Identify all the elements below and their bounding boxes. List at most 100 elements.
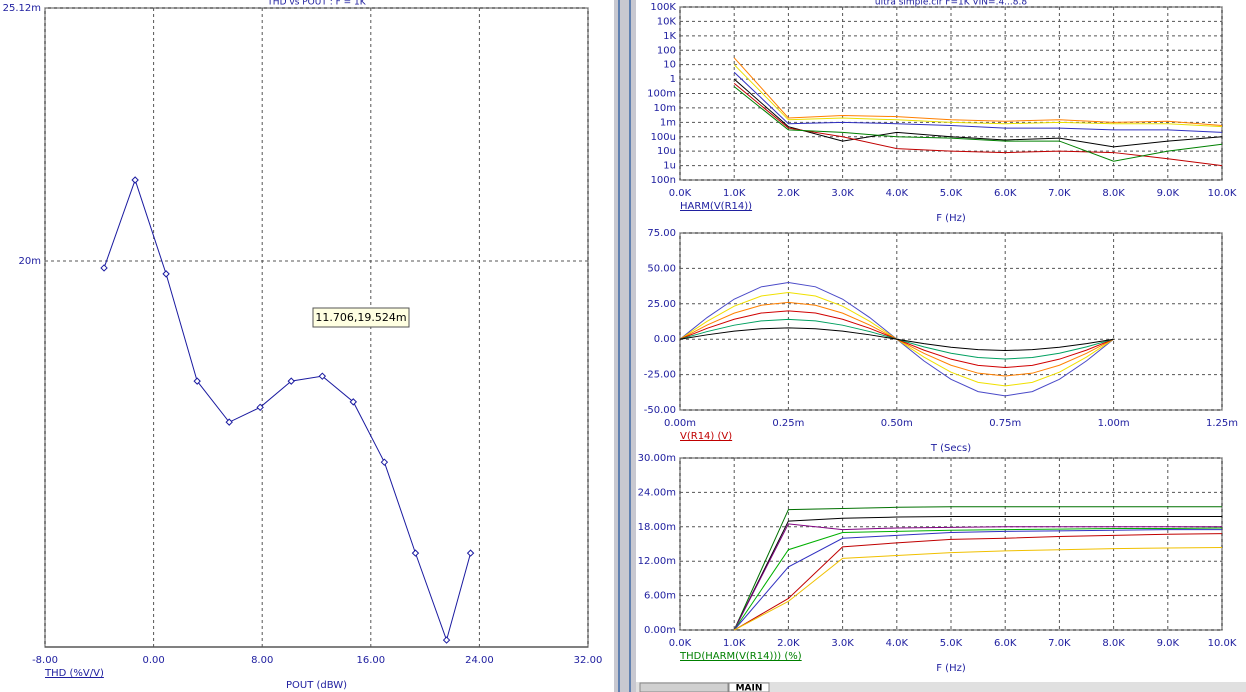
data-point — [193, 377, 201, 385]
x-tick-label: -8.00 — [32, 655, 58, 666]
y-tick-label: 12.00m — [638, 556, 676, 567]
y-tick-label: 10u — [657, 146, 676, 157]
y-tick-label: 100n — [651, 175, 676, 186]
y-tick-label: 30.00m — [638, 453, 676, 464]
y-tick-label: 24.00m — [638, 487, 676, 498]
x-tick-label: 6.0K — [994, 188, 1017, 199]
chart-title: ultra simple.cir F=1K VIN=.4...8.8 — [875, 0, 1027, 8]
y-tick-label: 25.00 — [647, 299, 676, 310]
series-line — [733, 546, 1223, 631]
y-tick-label: -25.00 — [644, 370, 676, 381]
x-tick-label: 10.0K — [1208, 638, 1237, 649]
series-line — [733, 78, 1223, 148]
tooltip — [312, 307, 410, 328]
data-point — [411, 549, 420, 557]
data-point — [466, 549, 475, 557]
y-tick-label: 20m — [19, 256, 41, 267]
y-tick-label: 1u — [663, 161, 676, 172]
y-tick-label: 1 — [670, 74, 676, 85]
series-line — [733, 86, 1223, 162]
tooltip-text: 11.706,19.524m — [315, 311, 406, 324]
y-tick-label: 10 — [663, 60, 676, 71]
y-expression-label: HARM(V(R14)) — [680, 201, 752, 212]
tab-label: MAIN — [736, 684, 763, 692]
x-tick-label: 7.0K — [1048, 188, 1071, 199]
x-tick-label: 0.00m — [664, 418, 696, 429]
chart: -50.00 -25.00 0.00 25.00 50.00 75.00 0.00m 0.25… — [644, 228, 1238, 454]
x-tick-label: 16.00 — [356, 655, 385, 666]
tab-bar — [636, 682, 1246, 692]
data-point — [162, 270, 170, 278]
series-line — [733, 83, 1223, 167]
data-point — [287, 377, 295, 385]
x-tick-label: 3.0K — [831, 638, 854, 649]
x-tick-label: 32.00 — [574, 655, 603, 666]
x-tick-label: 1.25m — [1206, 418, 1238, 429]
data-point — [256, 403, 264, 412]
data-point — [380, 458, 389, 466]
y-tick-label: 100K — [650, 2, 676, 13]
x-tick-label: 3.0K — [831, 188, 854, 199]
y-tick-label: 100 — [657, 45, 676, 56]
chart: ultra simple.cir F=1K VIN=.4...8.8 100n 1u… — [647, 0, 1237, 224]
x-axis-label: F (Hz) — [936, 663, 966, 674]
x-tick-label: 9.0K — [1157, 188, 1180, 199]
x-tick-label: 8.00 — [251, 655, 273, 666]
chart: THD vs POUT : F = 1K 20m 25.12m -8.00 0.00 8.… — [3, 0, 603, 691]
data-point — [100, 264, 108, 272]
series-line — [733, 71, 1223, 133]
series-line — [733, 57, 1223, 127]
x-tick-label: 7.0K — [1048, 638, 1071, 649]
series-line — [733, 529, 1222, 631]
x-axis-label: T (Secs) — [930, 443, 971, 454]
y-expression-label: THD(HARM(V(R14))) (%) — [679, 651, 802, 662]
x-tick-label: 2.0K — [777, 188, 800, 199]
y-tick-label: 0.00 — [654, 334, 676, 345]
series-line — [733, 523, 1222, 631]
x-tick-label: 6.0K — [994, 638, 1017, 649]
x-tick-label: 24.00 — [465, 655, 494, 666]
tab[interactable] — [728, 682, 770, 692]
x-tick-label: 1.0K — [723, 188, 746, 199]
series-line — [733, 527, 1223, 631]
y-tick-label: 18.00m — [638, 522, 676, 533]
x-tick-label: 0.75m — [989, 418, 1021, 429]
y-tick-label: 50.00 — [647, 263, 676, 274]
chart-title: THD vs POUT : F = 1K — [266, 0, 366, 8]
x-tick-label: 4.0K — [886, 638, 909, 649]
x-tick-label: 0.0K — [669, 638, 692, 649]
x-tick-label: 8.0K — [1102, 638, 1125, 649]
x-axis-label: POUT (dBW) — [286, 680, 347, 691]
x-tick-label: 0.50m — [881, 418, 913, 429]
series-line — [733, 506, 1222, 631]
data-point — [131, 176, 139, 184]
series-line — [733, 64, 1223, 128]
y-tick-label: 10K — [657, 16, 677, 27]
x-tick-label: 0.0K — [669, 188, 692, 199]
x-tick-label: 1.00m — [1098, 418, 1130, 429]
x-tick-label: 0.00 — [142, 655, 164, 666]
data-point — [318, 372, 327, 380]
y-tick-label: 0.00m — [644, 625, 676, 636]
splitter[interactable] — [614, 0, 636, 692]
y-tick-label: 100m — [647, 89, 676, 100]
data-point — [349, 398, 357, 406]
x-tick-label: 4.0K — [886, 188, 909, 199]
x-tick-label: 5.0K — [940, 188, 963, 199]
y-tick-label: 1K — [663, 31, 676, 42]
x-tick-label: 0.25m — [772, 418, 804, 429]
series-line — [679, 327, 1114, 352]
x-tick-label: 1.0K — [723, 638, 746, 649]
x-tick-label: 10.0K — [1208, 188, 1237, 199]
series-line — [733, 533, 1223, 631]
y-expression-label: THD (%V/V) — [44, 668, 104, 679]
x-tick-label: 9.0K — [1157, 638, 1180, 649]
x-axis-label: F (Hz) — [936, 213, 966, 224]
y-tick-label: 100u — [651, 132, 676, 143]
y-tick-label: 75.00 — [647, 228, 676, 239]
tab-nav-buttons[interactable] — [639, 682, 729, 692]
y-expression-label: V(R14) (V) — [680, 431, 732, 442]
data-point — [442, 636, 451, 644]
y-tick-label: 6.00m — [644, 591, 676, 602]
data-point — [225, 418, 233, 426]
